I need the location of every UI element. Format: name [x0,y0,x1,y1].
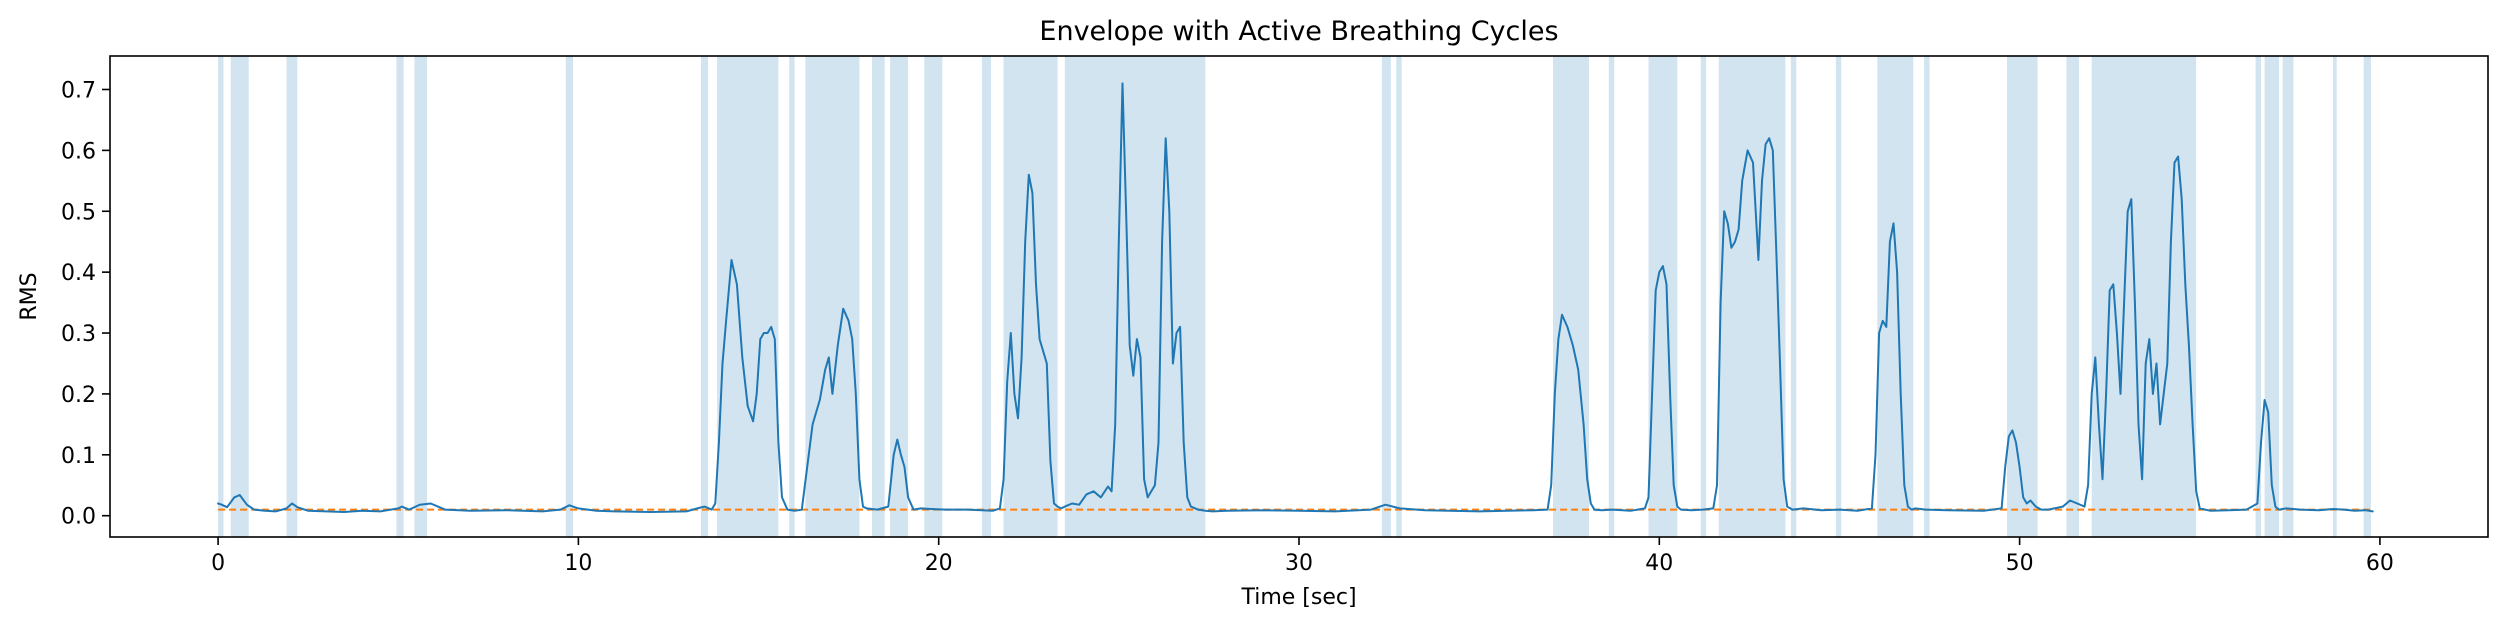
active-span [1553,56,1590,537]
y-tick-label: 0.5 [61,200,96,225]
active-span [218,56,224,537]
active-span [2255,56,2262,537]
active-span [396,56,404,537]
y-tick-label: 0.7 [61,78,96,103]
active-span [1003,56,1058,537]
x-tick-label: 10 [564,551,592,576]
y-axis-title: RMS [17,272,42,320]
envelope-line [217,82,2374,513]
active-span [286,56,298,537]
active-span [872,56,885,537]
active-span [890,56,909,537]
active-span [1396,56,1402,537]
active-span [2282,56,2294,537]
x-tick-label: 40 [1645,551,1673,576]
active-span [565,56,573,537]
envelope-layer [217,82,2374,513]
active-span [1700,56,1707,537]
active-span [1608,56,1615,537]
x-tick-label: 30 [1285,551,1313,576]
active-span [2363,56,2371,537]
y-tick-label: 0.2 [61,383,96,408]
y-tick-label: 0.4 [61,261,96,286]
active-span [981,56,991,537]
active-span [2006,56,2038,537]
active-span [805,56,860,537]
y-tick-label: 0.0 [61,505,96,530]
x-axis-title: Time [sec] [1240,585,1356,610]
y-tick-label: 0.1 [61,444,96,469]
x-axis: 0 10 20 30 40 50 60 [211,537,2394,576]
active-span [2066,56,2080,537]
active-span [2264,56,2280,537]
active-span [717,56,779,537]
active-span [700,56,709,537]
x-tick-label: 0 [211,551,225,576]
active-span [1835,56,1842,537]
x-tick-label: 60 [2366,551,2394,576]
active-span [789,56,795,537]
active-span [1064,56,1206,537]
active-span [1381,56,1391,537]
y-axis: 0.0 0.1 0.2 0.3 0.4 0.5 0.6 0.7 [61,78,110,530]
x-tick-label: 50 [2006,551,2034,576]
active-span [414,56,428,537]
chart-title: Envelope with Active Breathing Cycles [1039,16,1558,47]
active-span [1790,56,1797,537]
active-span [1924,56,1930,537]
y-tick-label: 0.6 [61,139,96,164]
active-span [1718,56,1786,537]
active-span [2091,56,2197,537]
active-span [1877,56,1914,537]
active-span [230,56,249,537]
y-tick-label: 0.3 [61,322,96,347]
active-span [2333,56,2337,537]
active-spans [218,56,2371,537]
active-span [924,56,943,537]
x-tick-label: 20 [925,551,953,576]
